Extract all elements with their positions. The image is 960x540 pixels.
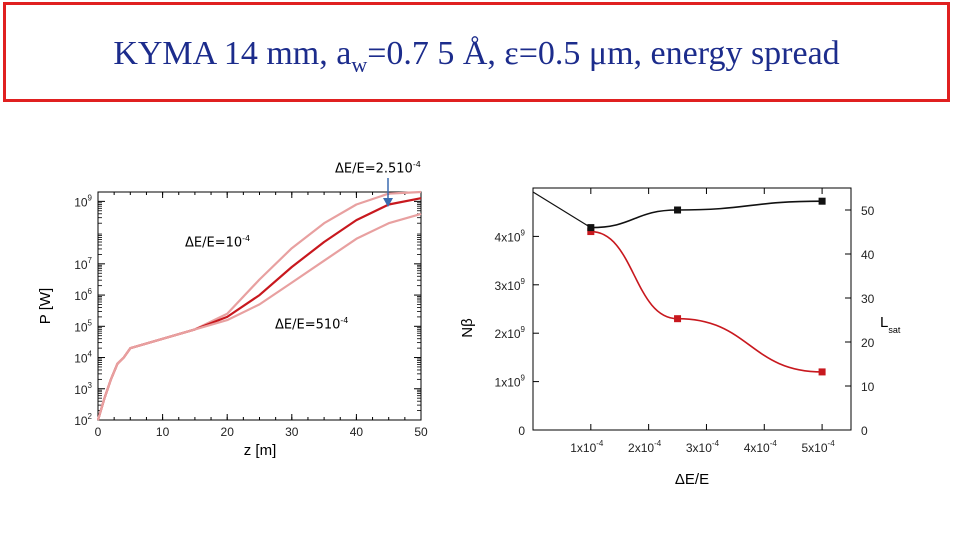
annotation-1e-4: ΔE/E=10-4 [185,234,251,251]
right-x-tick-label: 2x10-4 [628,439,662,455]
left-x-axis-label: z [m] [244,442,277,459]
right-x-tick-label: 3x10-4 [686,439,720,455]
annotation-arrow-head [383,198,393,207]
right-y-axis-label: Nβ [459,318,476,338]
right-y2-tick-label: 10 [861,380,875,394]
right-y-tick-label: 4x109 [495,228,526,244]
right-y-tick-label: 3x109 [495,277,526,293]
left-y-tick-label: 105 [74,318,92,334]
right-y-tick-label: 1x109 [495,374,526,390]
right-series-line-extension [532,191,592,229]
right-series-line [590,200,823,229]
right-x-tick-label: 5x10-4 [802,439,836,455]
right-x-axis-label: ΔE/E [675,471,709,488]
right-series-line [590,230,823,373]
left-x-tick-label: 50 [414,425,428,439]
right-y2-axis-label: Lsat [880,314,901,335]
left-y-tick-label: 106 [74,287,92,303]
right-y-tick-label: 0 [518,424,525,438]
right-y2-tick-label: 40 [861,248,875,262]
left-y-tick-label: 107 [74,256,92,272]
left-x-tick-label: 30 [285,425,299,439]
left-y-tick-label: 104 [74,350,92,366]
left-series-line [96,212,422,421]
left-y-axis-label: P [W] [37,288,54,324]
right-y2-tick-label: 20 [861,336,875,350]
right-y-tick-label: 2x109 [495,325,526,341]
left-x-tick-label: 40 [350,425,364,439]
right-series-marker [674,206,682,214]
left-x-tick-label: 20 [221,425,235,439]
right-plot-frame [532,187,852,431]
right-series-marker [818,368,826,376]
left-series-line [96,190,422,421]
nbeta-lsat-chart: 1x10-4 2x10-4 3x10-4 4x10-4 5x10-4 0 1x109 2x1… [459,187,901,488]
title-box: KYMA 14 mm, aw=0.7 5 Å, ε=0.5 μm, energy… [3,2,950,102]
right-series-marker [818,197,826,205]
right-series-marker [587,228,595,236]
right-x-tick-label: 4x10-4 [744,439,778,455]
right-series-marker [674,315,682,323]
left-y-tick-label: 103 [74,381,92,397]
left-x-tick-label: 0 [95,425,102,439]
slide-title: KYMA 14 mm, aw=0.7 5 Å, ε=0.5 μm, energy… [113,35,840,77]
annotation-5e-4: ΔE/E=510-4 [275,316,349,333]
left-y-tick-label: 102 [74,412,92,428]
left-plot-frame [97,191,422,421]
annotation-2p5e-4: ΔE/E=2.510-4 [335,160,421,177]
right-y2-tick-label: 30 [861,292,875,306]
left-y-tick-label: 109 [74,193,92,209]
right-y2-tick-label: 50 [861,204,875,218]
left-x-tick-label: 10 [156,425,170,439]
right-x-tick-label: 1x10-4 [570,439,604,455]
right-y2-tick-label: 0 [861,424,868,438]
